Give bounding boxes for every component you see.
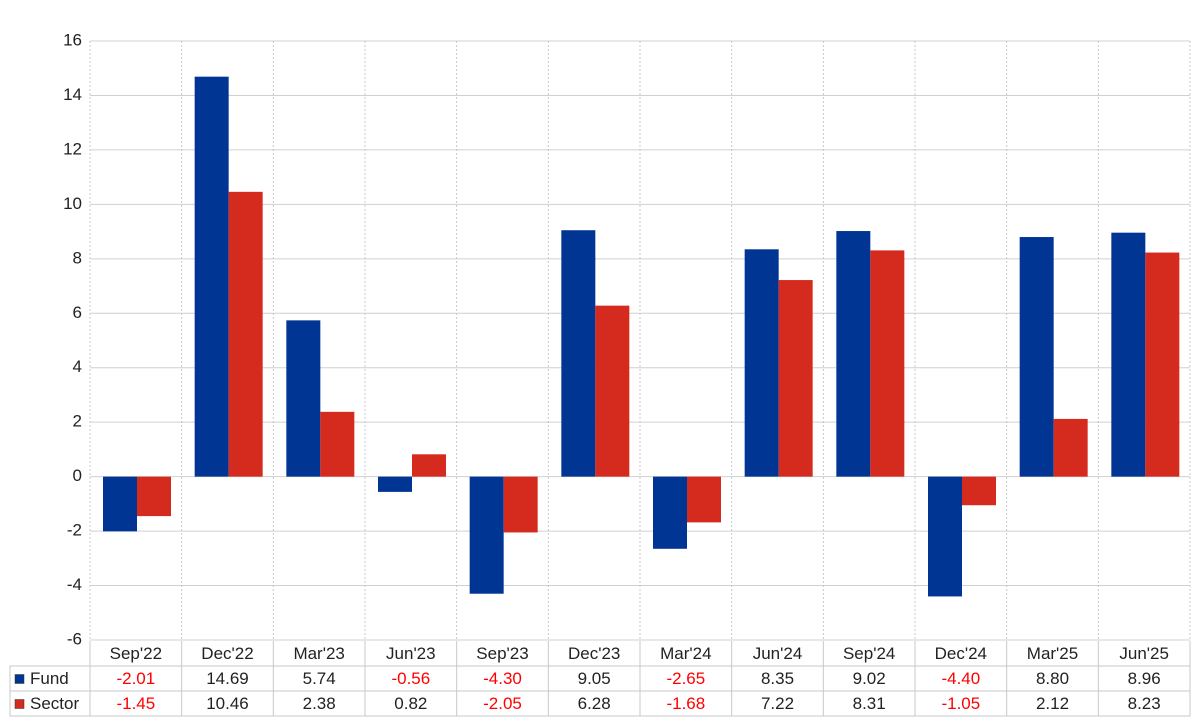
table-value: 8.31 bbox=[853, 694, 886, 713]
bar bbox=[194, 76, 229, 477]
y-tick-label: 14 bbox=[63, 85, 82, 104]
table-value: -1.68 bbox=[666, 694, 705, 713]
table-value: 10.46 bbox=[206, 694, 249, 713]
table-value: -4.40 bbox=[941, 669, 980, 688]
x-tick-label: Sep'22 bbox=[110, 644, 162, 663]
table-value: -2.65 bbox=[666, 669, 705, 688]
table-value: -1.05 bbox=[941, 694, 980, 713]
bar bbox=[137, 476, 171, 517]
table-value: 7.22 bbox=[761, 694, 794, 713]
bar bbox=[469, 476, 504, 594]
table-value: 8.80 bbox=[1036, 669, 1069, 688]
y-tick-label: 12 bbox=[63, 139, 82, 158]
y-tick-label: 16 bbox=[63, 30, 82, 49]
x-tick-label: Dec'23 bbox=[568, 644, 620, 663]
bar bbox=[778, 280, 813, 477]
bar bbox=[928, 476, 962, 597]
x-tick-label: Jun'23 bbox=[386, 644, 436, 663]
table-value: 0.82 bbox=[394, 694, 427, 713]
table-value: 14.69 bbox=[206, 669, 249, 688]
bar bbox=[653, 476, 687, 549]
x-tick-label: Mar'25 bbox=[1027, 644, 1078, 663]
y-tick-label: -2 bbox=[67, 521, 82, 540]
table-value: 5.74 bbox=[303, 669, 336, 688]
y-tick-label: 10 bbox=[63, 194, 82, 213]
table-value: 6.28 bbox=[578, 694, 611, 713]
bar bbox=[595, 305, 630, 477]
bar bbox=[561, 230, 596, 477]
legend-label: Sector bbox=[30, 694, 79, 713]
y-tick-label: 2 bbox=[73, 412, 82, 431]
bar bbox=[1111, 232, 1146, 477]
table-value: 8.23 bbox=[1128, 694, 1161, 713]
table-value: 9.05 bbox=[578, 669, 611, 688]
table-value: 8.35 bbox=[761, 669, 794, 688]
y-tick-label: 4 bbox=[73, 357, 82, 376]
table-value: -2.05 bbox=[483, 694, 522, 713]
table-value: -4.30 bbox=[483, 669, 522, 688]
legend-swatch bbox=[14, 699, 25, 709]
bar bbox=[687, 476, 721, 523]
table-value: 2.38 bbox=[303, 694, 336, 713]
table-value: -0.56 bbox=[391, 669, 430, 688]
legend-label: Fund bbox=[30, 669, 69, 688]
y-tick-label: 0 bbox=[73, 466, 82, 485]
bar bbox=[1053, 418, 1088, 477]
bar bbox=[228, 191, 263, 477]
x-tick-label: Jun'25 bbox=[1119, 644, 1169, 663]
bar bbox=[744, 249, 779, 477]
x-tick-label: Dec'24 bbox=[935, 644, 987, 663]
table-value: 8.96 bbox=[1128, 669, 1161, 688]
x-tick-label: Mar'24 bbox=[660, 644, 711, 663]
table-value: -2.01 bbox=[116, 669, 155, 688]
bar bbox=[836, 231, 871, 477]
table-value: -1.45 bbox=[116, 694, 155, 713]
y-tick-label: 6 bbox=[73, 303, 82, 322]
bar bbox=[103, 476, 137, 532]
bar bbox=[320, 411, 355, 477]
bar bbox=[1019, 237, 1054, 477]
x-tick-label: Sep'24 bbox=[843, 644, 895, 663]
bar bbox=[503, 476, 538, 533]
table-value: 2.12 bbox=[1036, 694, 1069, 713]
y-tick-label: -6 bbox=[67, 629, 82, 648]
legend-swatch bbox=[14, 674, 25, 684]
x-tick-label: Jun'24 bbox=[753, 644, 803, 663]
bar bbox=[412, 454, 446, 477]
table-value: 9.02 bbox=[853, 669, 886, 688]
bar bbox=[286, 320, 321, 477]
bar bbox=[870, 250, 905, 477]
x-tick-label: Dec'22 bbox=[201, 644, 253, 663]
x-tick-label: Mar'23 bbox=[293, 644, 344, 663]
bar bbox=[378, 476, 412, 492]
x-tick-label: Sep'23 bbox=[476, 644, 528, 663]
bar bbox=[1145, 252, 1180, 477]
y-tick-label: -4 bbox=[67, 575, 82, 594]
y-tick-label: 8 bbox=[73, 248, 82, 267]
bar bbox=[962, 476, 996, 506]
